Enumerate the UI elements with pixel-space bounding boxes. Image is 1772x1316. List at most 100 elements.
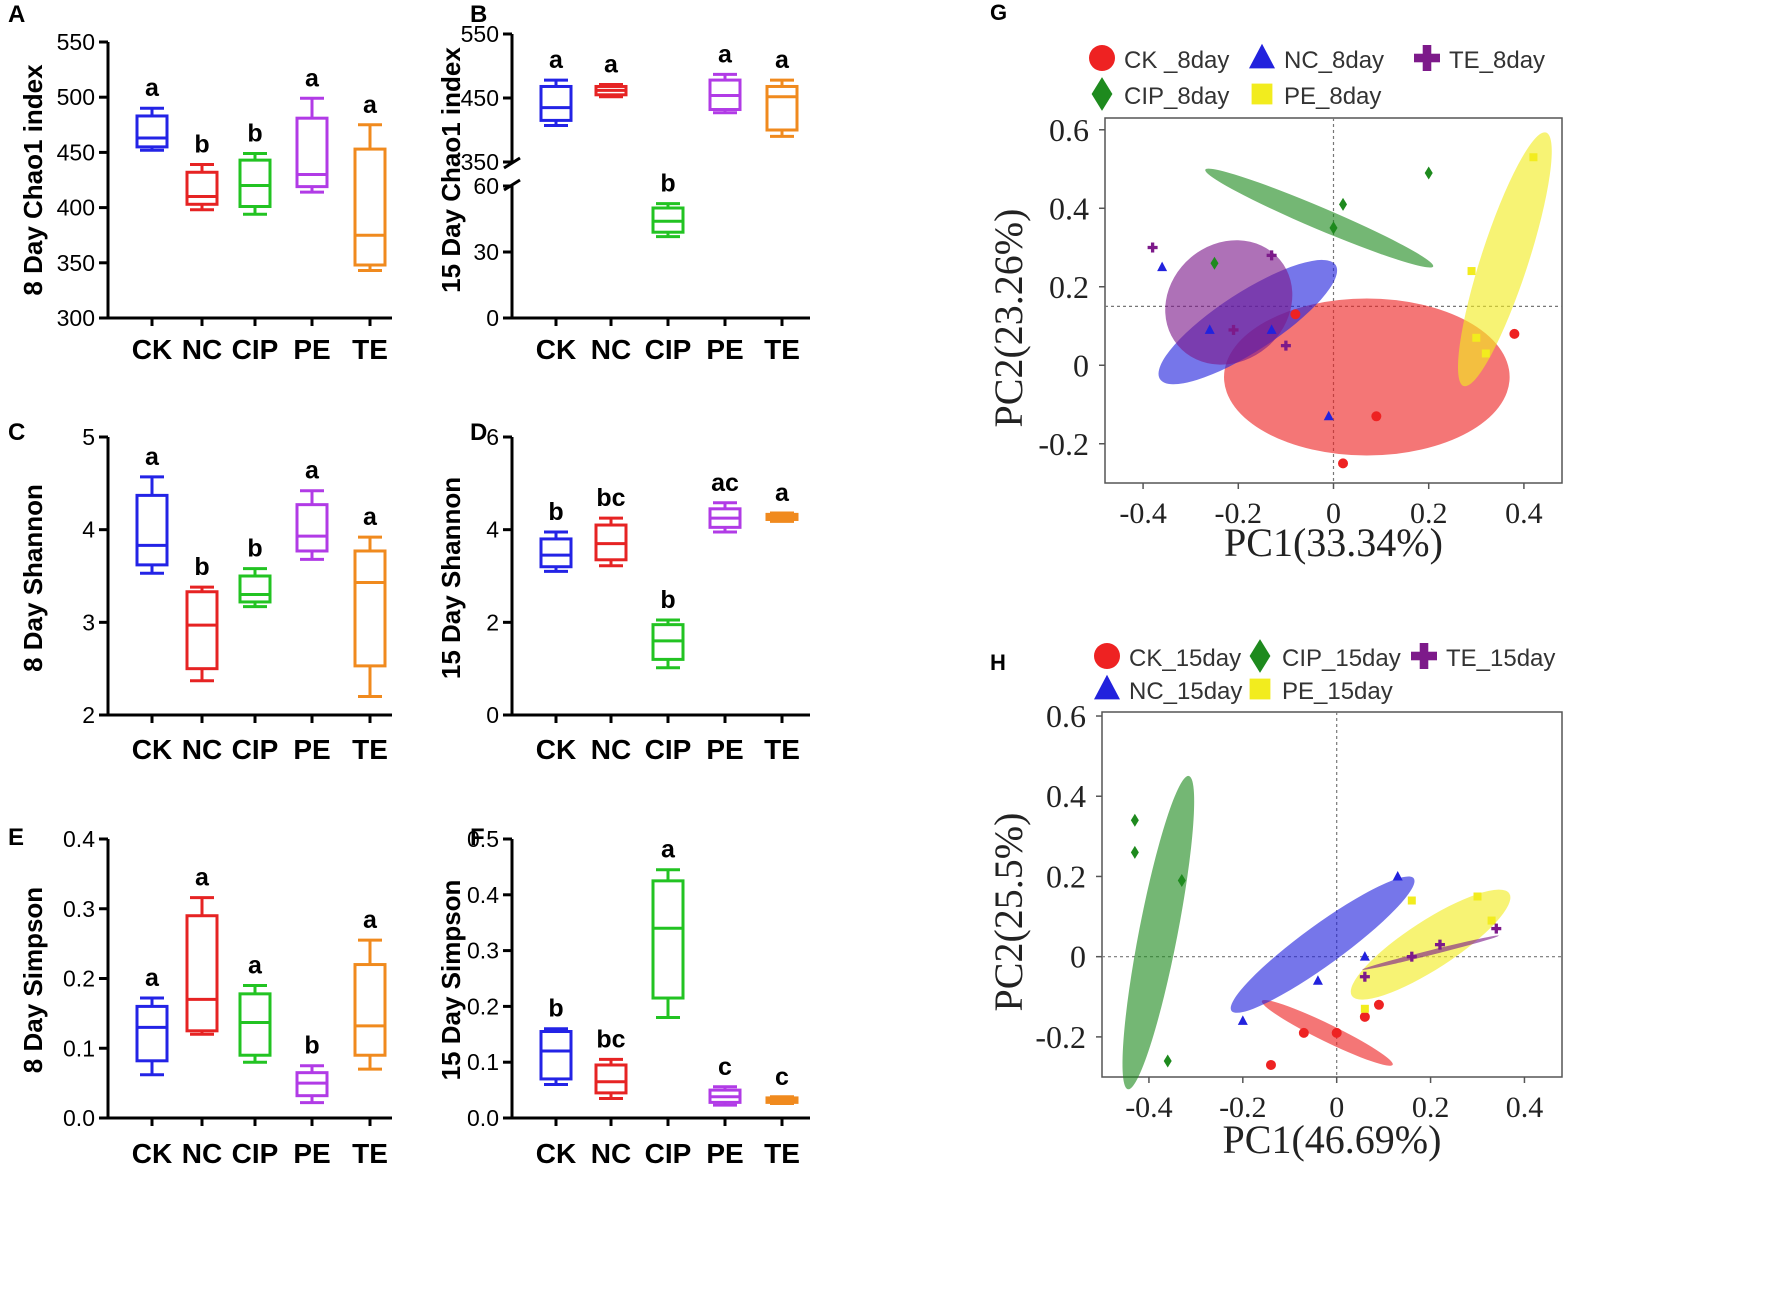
x-tick-label: CIP (645, 734, 692, 765)
series-nc (1237, 870, 1403, 1025)
significance-letter: a (195, 864, 210, 892)
box-iqr (238, 992, 272, 1057)
series-pe (1360, 892, 1496, 1013)
y-tick-label: 0 (1073, 347, 1089, 383)
box-iqr (135, 493, 169, 567)
y-tick-label: 2 (82, 702, 95, 728)
box-ck: a (135, 443, 169, 575)
legend-label: CIP_15day (1282, 645, 1401, 672)
marker-point (1424, 166, 1433, 180)
y-tick-label: 350 (461, 149, 499, 175)
marker-point (1491, 923, 1502, 934)
panel-letter: A (8, 1, 25, 28)
marker-point (1177, 873, 1186, 887)
significance-letter: a (305, 457, 320, 485)
y-tick-label: 0.4 (1049, 190, 1089, 226)
marker-point (1338, 458, 1349, 469)
box-pe: a (295, 457, 329, 561)
marker-point (1359, 1011, 1370, 1022)
confidence-ellipse-pe (1350, 889, 1511, 1000)
marker-point (1204, 324, 1215, 334)
series-nc (1157, 261, 1334, 421)
marker-point (1290, 309, 1301, 320)
y-tick-label: 60 (473, 173, 499, 199)
confidence-ellipse-ck (1261, 1000, 1393, 1066)
box-iqr (185, 590, 219, 671)
marker-point (1298, 1027, 1309, 1038)
box-nc: a (185, 864, 219, 1036)
legend-label: CK_15day (1129, 645, 1241, 672)
x-tick-label: NC (591, 1138, 631, 1169)
box-iqr (353, 549, 387, 668)
box-iqr (238, 574, 272, 604)
box-nc: bc (594, 484, 628, 568)
significance-letter: a (775, 479, 790, 507)
marker-part (1419, 643, 1429, 669)
panel-d: D 0 2 4 6 15 Day Shannon CK b NC bc CIP b PE ac TE a (436, 419, 810, 765)
x-tick-label: CK (132, 734, 172, 765)
y-tick-label: 0 (486, 305, 499, 331)
marker-point (1472, 333, 1481, 342)
panel-g: G -0.4 -0.2 0 0.2 0.4 -0.2 0 0.2 0.4 0.6 CK _8day NC… (986, 0, 1563, 565)
marker-point (1331, 1027, 1342, 1038)
y-axis-label: 15 Day Shannon (436, 477, 466, 679)
x-tick-label: TE (352, 334, 388, 365)
y-tick-label: 0 (1070, 939, 1086, 975)
series-ck (1265, 999, 1384, 1070)
x-tick-label: PE (706, 734, 743, 765)
y-tick-label: 30 (473, 239, 499, 265)
marker-point (1130, 845, 1139, 859)
marker-point (1529, 153, 1538, 162)
confidence-ellipse-ck (1224, 298, 1510, 456)
legend-label: CIP_8day (1124, 83, 1229, 110)
y-tick-label: 0.4 (1046, 778, 1086, 814)
marker-part (1410, 951, 1414, 962)
marker-part (1231, 324, 1236, 335)
marker-point (1371, 411, 1382, 422)
panel-b: B 350 450 550 0 30 60 15 Day Chao1 index CK a NC a C… (436, 1, 810, 365)
marker-point (1249, 639, 1271, 673)
box-nc: bc (594, 1025, 628, 1100)
significance-letter: a (775, 46, 790, 74)
y-tick-label: 0.6 (1046, 698, 1086, 734)
y-tick-label: 4 (82, 517, 95, 543)
box-iqr (765, 84, 799, 132)
marker-point (1509, 328, 1520, 339)
x-tick-label: 0 (1326, 497, 1341, 530)
box-iqr (185, 170, 219, 206)
box-te: a (353, 906, 387, 1071)
y-axis-label: 8 Day Chao1 index (18, 64, 48, 296)
box-pe: a (708, 40, 742, 115)
x-tick-label: -0.2 (1215, 497, 1263, 530)
box-te: c (765, 1063, 799, 1105)
y-tick-label: 6 (486, 424, 499, 450)
marker-point (1237, 1015, 1248, 1025)
y-axis-label: PC2(23.26%) (986, 209, 1031, 428)
marker-point (1406, 951, 1417, 962)
significance-letter: b (194, 553, 209, 581)
marker-point (1094, 674, 1120, 700)
legend-label: NC_8day (1284, 47, 1384, 74)
legend-label: CK _8day (1124, 47, 1229, 74)
marker-point (1411, 643, 1437, 669)
marker-part (1284, 340, 1288, 351)
y-tick-label: 0.2 (1046, 858, 1086, 894)
x-tick-label: -0.4 (1125, 1091, 1173, 1124)
marker-point (1487, 916, 1496, 925)
y-tick-label: 0.4 (467, 882, 499, 908)
box-nc: a (594, 51, 628, 99)
x-tick-label: TE (764, 334, 800, 365)
marker-point (1360, 1004, 1369, 1013)
x-tick-label: CK (536, 334, 576, 365)
marker-point (1266, 250, 1277, 261)
box-ck: a (135, 74, 169, 152)
x-tick-label: TE (352, 734, 388, 765)
panel-letter: F (470, 824, 485, 851)
x-tick-label: CK (132, 1138, 172, 1169)
box-iqr (295, 116, 329, 189)
box-ck: b (539, 498, 573, 573)
y-axis-label: 15 Day Chao1 index (436, 47, 466, 293)
significance-letter: b (304, 1032, 319, 1060)
y-tick-label: 0.4 (63, 826, 95, 852)
